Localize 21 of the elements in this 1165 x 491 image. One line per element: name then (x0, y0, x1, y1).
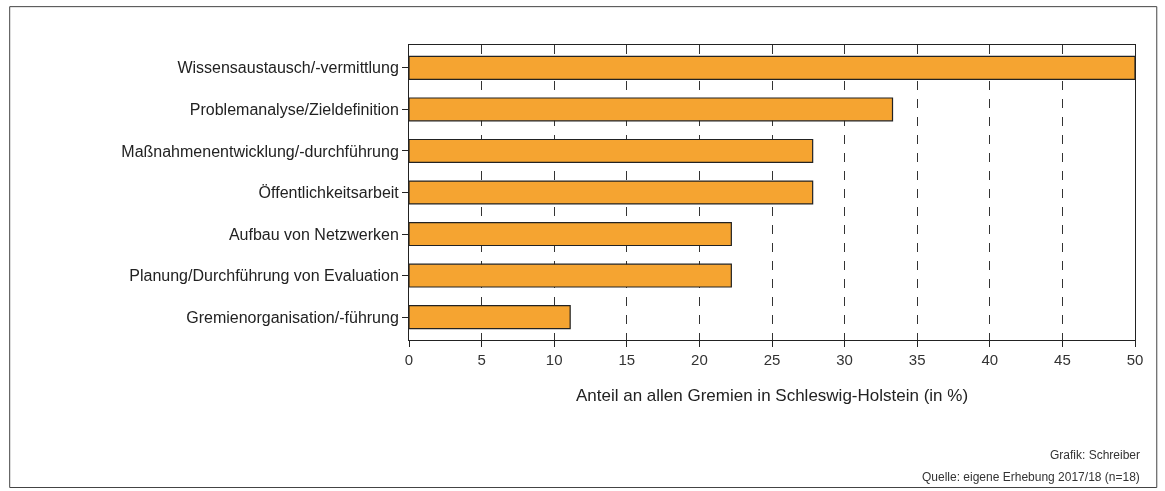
text: Grafik: Schreiber (1050, 448, 1141, 462)
x-tick-label: 20 (691, 351, 708, 368)
y-tick-label: Aufbau von Netzwerken (228, 225, 399, 243)
y-tick-label: Problemanalyse/Zieldefinition (189, 101, 399, 118)
y-tick-label: Planung/Durchführung von Evaluation (129, 267, 399, 285)
y-tick-label: Öffentlichkeitsarbeit (258, 184, 400, 202)
x-tick-label: 5 (477, 351, 486, 368)
y-tick-label: Maßnahmenentwicklung/-durchführung (121, 142, 399, 160)
x-tick-label: 40 (981, 351, 999, 368)
source-note: Quelle: eigene Erhebung 2017/18 (n=18) (922, 470, 1140, 484)
x-tick-label: 35 (908, 351, 926, 368)
x-tick-label: 0 (404, 351, 414, 368)
y-tick-label: Gremienorganisation/-führung (186, 308, 399, 326)
x-tick-label: 30 (836, 351, 853, 368)
x-tick-label: 50 (1126, 351, 1144, 368)
x-tick-label: 25 (763, 351, 781, 368)
x-axis-title: Anteil an allen Gremien in Schleswig-Holstein (in %) (575, 386, 969, 406)
x-tick-label: 10 (545, 351, 563, 368)
y-tick-label: Wissensaustausch/-vermittlung (177, 59, 399, 77)
x-tick-label: 45 (1054, 351, 1071, 368)
x-tick-label: 15 (618, 351, 636, 368)
